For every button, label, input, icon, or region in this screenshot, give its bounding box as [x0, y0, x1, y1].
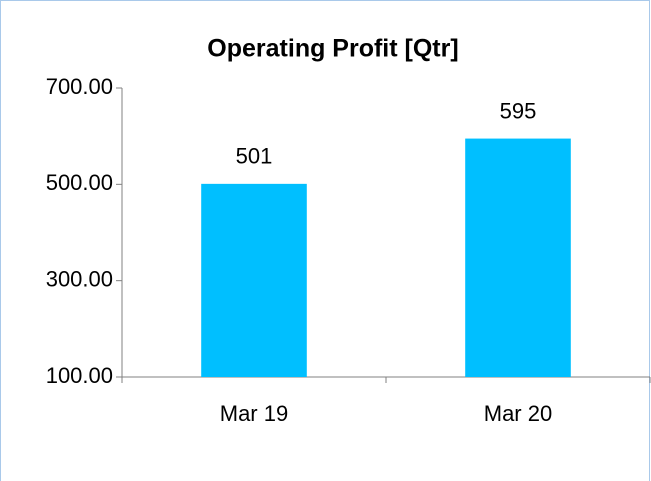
bar — [465, 138, 571, 377]
y-tick-label: 300.00 — [46, 266, 113, 291]
x-tick-label: Mar 20 — [484, 401, 552, 426]
bar — [201, 183, 307, 377]
x-tick-label: Mar 19 — [220, 401, 288, 426]
y-tick-label: 500.00 — [46, 170, 113, 195]
y-tick-label: 700.00 — [46, 74, 113, 99]
data-label: 501 — [236, 144, 273, 169]
chart-title: Operating Profit [Qtr] — [207, 35, 458, 63]
y-tick-label: 100.00 — [46, 363, 113, 388]
data-label: 595 — [500, 98, 537, 123]
